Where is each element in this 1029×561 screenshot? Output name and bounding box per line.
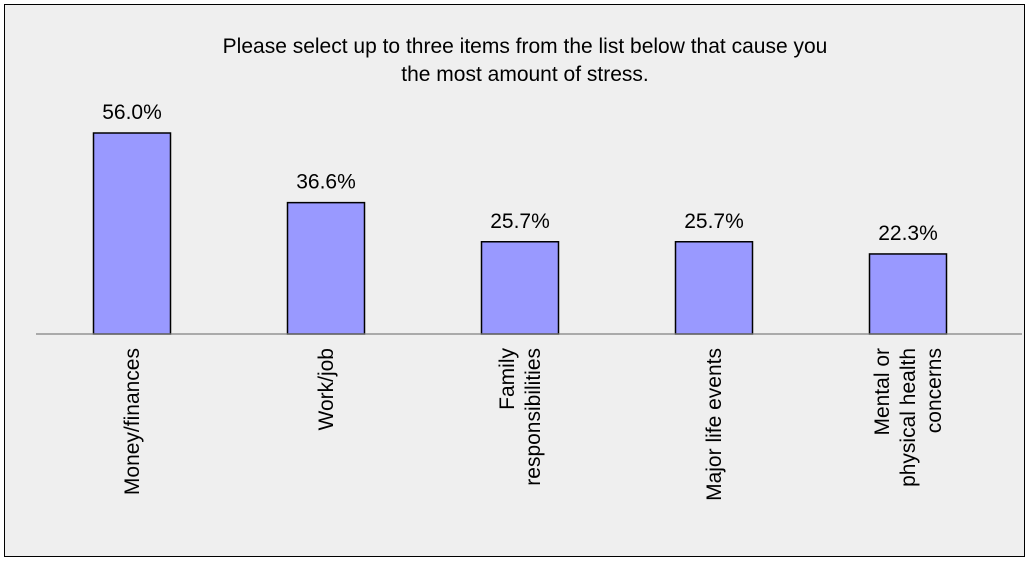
chart-title: Please select up to three items from the…: [223, 35, 828, 86]
category-label-2: Work/job: [315, 348, 338, 430]
value-label-3: 25.7%: [490, 210, 550, 233]
category-labels: Money/finances Work/job Family responsibili…: [121, 348, 946, 501]
chart-title-line-2: the most amount of stress.: [401, 63, 648, 86]
value-label-2: 36.6%: [296, 171, 356, 194]
category-label-3-line-2: responsibilities: [522, 348, 545, 486]
category-label-3: Family responsibilities: [496, 348, 545, 486]
value-labels: 56.0% 36.6% 25.7% 25.7% 22.3%: [102, 101, 938, 245]
category-label-5-line-1: Mental or: [871, 348, 894, 436]
category-label-1-line-1: Money/finances: [121, 348, 144, 495]
category-label-5-line-2: physical health: [897, 348, 920, 487]
category-label-3-line-1: Family: [496, 348, 519, 410]
category-label-4-line-1: Major life events: [703, 348, 726, 501]
category-label-5-line-3: concerns: [923, 348, 946, 433]
category-label-1: Money/finances: [121, 348, 144, 495]
bar-2: [286, 201, 366, 335]
chart-title-line-1: Please select up to three items from the…: [223, 35, 828, 58]
bar-3: [480, 241, 560, 335]
category-label-4: Major life events: [703, 348, 726, 501]
category-label-5: Mental or physical health concerns: [871, 348, 946, 487]
value-label-5: 22.3%: [878, 222, 938, 245]
bar-4: [674, 241, 754, 335]
category-label-2-line-1: Work/job: [315, 348, 338, 430]
bars: [92, 132, 948, 335]
value-label-1: 56.0%: [102, 101, 162, 124]
bar-5: [868, 253, 948, 335]
bar-1: [92, 132, 172, 335]
value-label-4: 25.7%: [684, 210, 744, 233]
